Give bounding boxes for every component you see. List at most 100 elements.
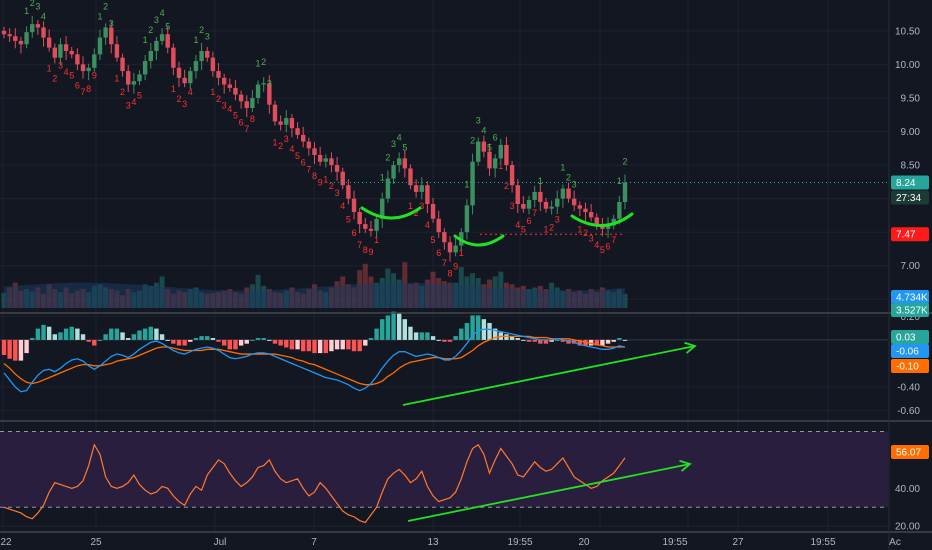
td-count-up: 2 — [470, 136, 475, 146]
macd-divergence-arrow-head — [684, 341, 697, 354]
arc-bottom-3 — [570, 212, 634, 227]
td-count-down: 6 — [352, 228, 357, 238]
candle-body — [267, 83, 272, 105]
candle-body — [148, 50, 153, 62]
macd-histogram-bar — [447, 339, 453, 342]
candle-body — [521, 203, 526, 209]
drawn-annotations[interactable] — [360, 206, 697, 522]
macd-histogram-bar — [171, 339, 176, 344]
macd-histogram-bar — [154, 328, 159, 340]
macd-histogram-bar — [131, 334, 137, 340]
candle-body — [137, 74, 142, 82]
macd-histogram-bar — [86, 339, 91, 342]
td-count-down: 2 — [120, 87, 125, 97]
td-count-up: 1 — [560, 163, 565, 173]
macd-histogram-bar — [419, 332, 424, 340]
macd-histogram-bar — [617, 338, 622, 340]
candle-body — [63, 44, 69, 51]
candle-body — [481, 141, 487, 152]
candle-body — [363, 224, 368, 229]
macd-histogram-bar — [255, 338, 261, 340]
macd-histogram-bar — [555, 339, 560, 341]
td-count-down: 3 — [335, 188, 340, 198]
td-count-down: 8 — [250, 114, 255, 124]
candle-body — [142, 61, 148, 75]
macd-tick-label: 0.20 — [901, 312, 921, 323]
price-tick-label: 8.50 — [901, 161, 921, 172]
macd-histogram-bar — [312, 339, 317, 354]
candle-body — [346, 185, 351, 199]
td-count-down: 4 — [131, 97, 136, 107]
macd-histogram-bar — [221, 339, 227, 346]
candle-body — [306, 141, 312, 149]
candle-body — [182, 77, 187, 84]
td-count-up: 4 — [160, 8, 165, 18]
macd-histogram-bar — [75, 328, 80, 340]
td-count-down: 1 — [210, 87, 215, 97]
candle-body — [391, 165, 396, 179]
candle-body — [594, 217, 599, 225]
td-count-down: 5 — [346, 215, 351, 225]
macd-histogram-bar — [408, 326, 413, 340]
macd-histogram-bar — [351, 339, 357, 352]
macd-histogram-bar — [588, 339, 594, 346]
td-count-up: 3 — [205, 32, 210, 42]
candle-body — [515, 185, 520, 204]
arc-bottom-2 — [453, 234, 505, 247]
candle-body — [114, 44, 120, 58]
candle-body — [103, 27, 108, 38]
td-count-down: 5 — [431, 235, 436, 245]
macd-histogram-bar — [7, 339, 12, 359]
macd-divergence-arrow — [402, 345, 696, 406]
td-count-up: 5 — [402, 142, 407, 152]
macd-histogram-bar — [476, 315, 481, 340]
td-count-down: 6 — [239, 117, 244, 127]
volume-bars — [1, 262, 628, 308]
macd-line — [3, 328, 626, 393]
candle-body — [295, 128, 300, 135]
macd-histogram-bar — [159, 334, 165, 340]
macd-histogram-bar — [430, 336, 436, 340]
td-count-up: 1 — [538, 176, 543, 186]
candle-body — [176, 67, 182, 78]
candle-body — [396, 158, 402, 166]
td-count-up: 2 — [199, 25, 204, 35]
candle-body — [504, 144, 509, 166]
price-tick-label: 10.50 — [895, 26, 920, 37]
macd-histogram-bar — [289, 339, 295, 350]
time-tick-label: 19:55 — [810, 537, 835, 548]
macd-histogram-bar — [272, 339, 278, 344]
td-count-down: 4 — [227, 104, 232, 114]
td-count-down: 4 — [594, 240, 599, 250]
macd-histogram-bar — [69, 326, 74, 340]
macd-histogram-bar — [97, 339, 103, 341]
td-count-up: 2 — [103, 1, 108, 11]
macd-histogram-bar — [425, 332, 430, 340]
candle-body — [244, 101, 249, 109]
candle-body — [442, 232, 447, 243]
candle-body — [233, 87, 238, 95]
macd-histogram-bar — [357, 339, 362, 352]
candle-body — [250, 97, 255, 109]
macd-histogram-bar — [63, 328, 69, 340]
td-count-down: 7 — [306, 164, 311, 174]
volume-tag-1: 4.734K — [896, 293, 928, 304]
macd-tick-label: -0.40 — [897, 383, 920, 394]
td-count-down: 6 — [527, 216, 532, 226]
price-tick-label: 9.00 — [901, 127, 921, 138]
candle-body — [221, 77, 227, 85]
time-tick-label: Jul — [214, 537, 227, 548]
macd-histogram-bar — [464, 322, 470, 340]
td-count-up: 3 — [476, 116, 481, 126]
macd-histogram-bar — [244, 339, 249, 344]
macd-histogram-bar — [363, 339, 368, 346]
macd-histogram-bar — [13, 339, 18, 361]
time-tick-label: 13 — [427, 537, 439, 548]
macd-histogram-bar — [334, 339, 340, 350]
candle-body — [374, 218, 379, 231]
macd-histogram-bar — [380, 319, 385, 340]
candle-body — [272, 104, 278, 122]
td-count-down: 4 — [289, 144, 294, 154]
macd-histogram-bar — [385, 315, 391, 340]
